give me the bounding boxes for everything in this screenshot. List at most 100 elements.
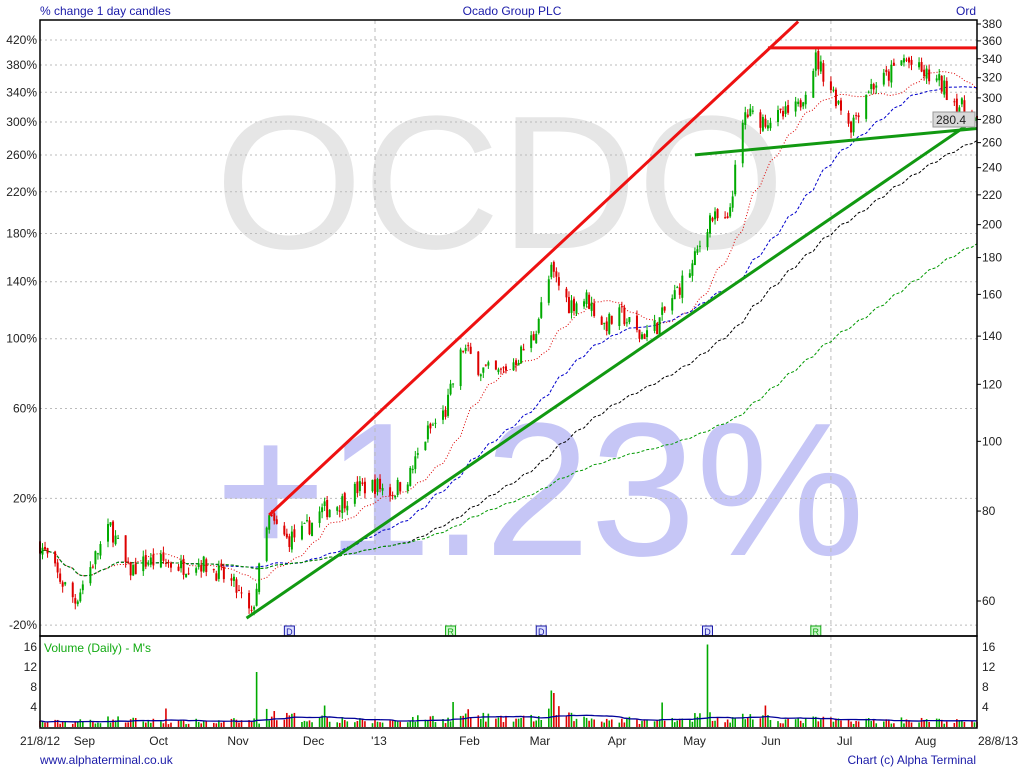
candle-body [152, 554, 155, 566]
volume-bar [399, 721, 401, 727]
volume-bar [502, 722, 505, 727]
left-tick-label: 20% [13, 491, 37, 505]
volume-bar [379, 722, 381, 727]
candle-body [64, 582, 67, 585]
candle-body [572, 298, 575, 312]
x-tick-label: Jun [761, 734, 780, 748]
candle-body [744, 112, 747, 125]
volume-bar [444, 723, 447, 727]
volume-bar [971, 721, 973, 727]
candle-body [852, 117, 855, 133]
volume-bar [522, 715, 525, 727]
volume-bar [41, 721, 44, 727]
volume-bar [762, 715, 764, 727]
right-tick-label: 120 [982, 377, 1002, 391]
volume-bar [782, 723, 784, 727]
volume-bar [46, 722, 49, 727]
volume-bar [681, 718, 684, 727]
candle-body [253, 606, 256, 610]
website-link[interactable]: www.alphaterminal.co.uk [39, 753, 174, 767]
volume-bar [364, 721, 366, 727]
volume-bar [940, 719, 943, 727]
candle-body [200, 565, 203, 572]
candle-body [81, 584, 84, 591]
event-marker-label: R [447, 627, 454, 637]
candle-body [515, 360, 518, 366]
volume-bar [74, 721, 77, 727]
candle-body [258, 563, 261, 592]
volume-bar [729, 722, 731, 727]
volume-bar [162, 723, 165, 727]
volume-bar [374, 719, 376, 727]
candle-body [479, 374, 482, 377]
volume-bar [248, 720, 250, 727]
volume-bar [694, 713, 696, 727]
candle-body [635, 315, 638, 330]
candle-body [414, 456, 417, 470]
volume-bar [144, 722, 147, 727]
candle-body [308, 520, 311, 535]
right-tick-label: 100 [982, 434, 1002, 448]
volume-bar [610, 719, 613, 727]
candle-body [905, 59, 908, 61]
candle-body [270, 514, 273, 517]
volume-bar [341, 717, 344, 727]
candle-body [109, 522, 112, 526]
candle-body [749, 108, 752, 116]
candle-body [812, 70, 815, 98]
candle-body [79, 592, 82, 602]
candle-body [945, 80, 948, 101]
candle-body [822, 63, 825, 82]
candle-body [129, 562, 132, 576]
volume-bar [64, 721, 66, 727]
volume-bar [495, 718, 497, 727]
volume-bar [903, 723, 905, 727]
volume-bar [452, 702, 454, 727]
candle-body [46, 548, 49, 554]
volume-bar [376, 721, 379, 727]
candle-body [169, 562, 172, 568]
volume-bar [76, 721, 79, 727]
volume-bar [724, 722, 726, 727]
volume-bar [275, 720, 278, 727]
volume-bar [910, 722, 913, 727]
candle-body [406, 484, 409, 491]
candle-body [693, 251, 696, 265]
volume-bar [850, 721, 852, 727]
volume-bar [152, 718, 155, 727]
volume-bar [99, 723, 102, 727]
volume-bar [961, 721, 963, 727]
candle-body [782, 110, 785, 117]
volume-bar [767, 715, 769, 727]
volume-bar [885, 719, 888, 727]
volume-bar [459, 715, 462, 727]
candle-body [610, 315, 613, 324]
candle-body [250, 609, 253, 611]
volume-bar [658, 719, 661, 727]
volume-bar [678, 718, 681, 727]
volume-bar [54, 719, 56, 727]
x-tick-label: Oct [149, 734, 168, 748]
volume-bar [832, 721, 835, 727]
candle-body [424, 441, 427, 451]
volume-bar [555, 715, 558, 727]
volume-bar [447, 717, 449, 727]
candle-body [134, 563, 137, 575]
volume-bar [870, 721, 873, 727]
volume-bar [711, 720, 714, 727]
volume-bar [167, 724, 170, 727]
volume-bar [381, 722, 384, 727]
candle-body [769, 122, 772, 129]
left-tick-label: -20% [9, 618, 37, 632]
volume-bar [286, 712, 288, 727]
candle-body [522, 348, 525, 351]
candle-body [618, 307, 621, 327]
volume-bar [391, 720, 394, 727]
candle-body [751, 110, 754, 112]
candle-body [290, 531, 293, 550]
candle-body [588, 294, 591, 309]
volume-bar [958, 720, 961, 727]
volume-bar [802, 723, 805, 727]
volume-bar [530, 714, 532, 727]
volume-bar [71, 723, 74, 727]
